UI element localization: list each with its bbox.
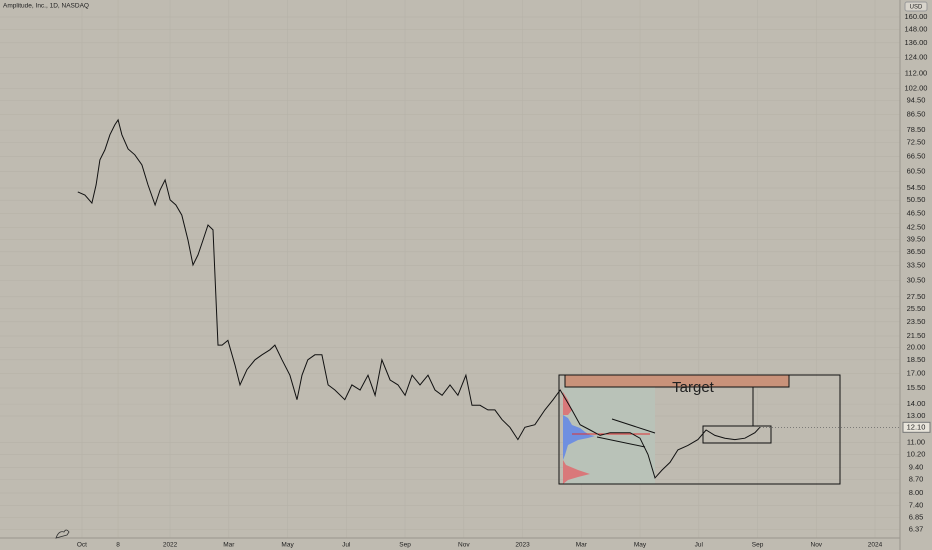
x-tick-label: Jul [342,542,351,549]
x-tick-label: Mar [223,542,235,549]
y-tick-label: 9.40 [909,462,924,471]
last-price-badge [902,421,931,433]
y-tick-label: 60.50 [907,166,926,175]
y-tick-label: 54.50 [907,183,926,192]
x-tick-label: Jul [695,542,704,549]
y-tick-label: 15.50 [907,383,926,392]
y-tick-label: 86.50 [907,110,926,119]
y-tick-label: 124.00 [905,52,928,61]
target-box [564,374,790,388]
logo [55,529,70,539]
y-tick-label: 66.50 [907,151,926,160]
y-tick-label: 14.00 [907,399,926,408]
volume-profile-blue [563,415,595,460]
y-tick-label: 27.50 [907,292,926,301]
currency: USD [910,5,923,11]
y-tick-label: 18.50 [907,355,926,364]
x-tick-label: May [281,542,294,549]
y-tick-label: 42.50 [907,223,926,232]
y-tick-label: 20.00 [907,342,926,351]
volume-profile-red [563,392,590,484]
y-tick-label: 136.00 [905,38,928,47]
y-tick-label: 6.85 [909,513,924,522]
y-tick-label: 23.50 [907,317,926,326]
y-tick-label: 94.50 [907,96,926,105]
currency-badge[interactable] [904,1,928,12]
marks [77,118,761,479]
x-tick-label: Oct [77,542,87,549]
x-tick-label: 2022 [163,542,178,549]
y-tick-label: 17.00 [907,368,926,377]
y-tick-label: 7.40 [909,500,924,509]
y-tick-label: 112.00 [905,69,927,78]
y-tick-label: 46.50 [907,208,926,217]
y-tick-label: 11.00 [907,437,925,446]
x-tick-label: Sep [752,542,764,549]
consolidation-box [702,425,772,444]
x-tick-label: Nov [458,542,470,549]
y-tick-label: 25.50 [907,304,926,313]
y-tick-label: 72.50 [907,138,926,147]
x-tick-label: 2023 [515,542,530,549]
x-tick-label: Nov [811,542,823,549]
y-tick-label: 50.50 [907,195,926,204]
y-tick-label: 33.50 [907,260,926,269]
last-price-label: 12.10 [907,422,926,431]
y-tick-label: 39.50 [907,234,926,243]
y-tick-label: 8.00 [909,488,924,497]
x-tick-label: Mar [576,542,588,549]
grid [0,0,900,538]
target-label: Target [672,379,715,396]
y-tick-label: 160.00 [905,12,928,21]
wedge-bottom [596,436,646,448]
y-tick-label: 30.50 [907,275,926,284]
y-tick-label: 78.50 [907,125,926,134]
x-tick-label: May [634,542,647,549]
wedge-top [611,418,656,434]
y-tick-label: 102.00 [905,83,928,92]
y-tick-label: 6.37 [909,524,924,533]
y-tick-label: 8.70 [909,475,924,484]
x-tick-label: 2024 [868,542,883,549]
y-tick-label: 10.20 [907,449,926,458]
x-tick-label: Sep [399,542,411,549]
y-tick-label: 21.50 [907,331,926,340]
y-tick-label: 36.50 [907,247,926,256]
y-tick-label: 13.00 [907,411,926,420]
chart-title: Amplitude, Inc., 1D, NASDAQ [3,3,89,10]
x-tick-label: 8 [116,542,120,549]
price-line [77,118,761,479]
y-tick-label: 148.00 [905,24,928,33]
